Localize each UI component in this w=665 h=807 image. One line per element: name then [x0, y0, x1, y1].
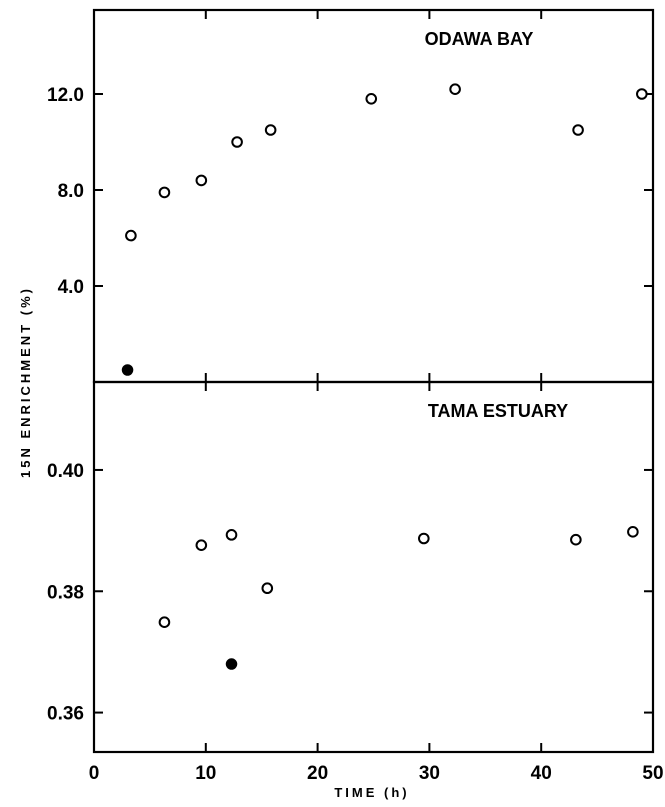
x-axis-title: TIME (h) — [334, 785, 409, 800]
data-point-open — [158, 186, 171, 199]
data-point-open — [636, 88, 648, 100]
data-point-filled — [225, 658, 238, 670]
y-tick-label: 0.40 — [47, 461, 84, 482]
data-point-open — [572, 124, 584, 136]
data-point-open — [231, 136, 243, 148]
panel-titles: ODAWA BAY TAMA ESTUARY — [425, 29, 569, 421]
data-point-open — [225, 529, 238, 541]
tick-labels: 4.0 8.0 12.0 0.36 0.38 0.40 0 10 20 30 40 50 — [47, 85, 664, 784]
data-point-open — [365, 93, 378, 105]
data-point-open — [449, 83, 461, 95]
data-points — [121, 83, 648, 670]
x-tick-label: 30 — [419, 763, 440, 784]
y-tick-label: 0.36 — [47, 704, 84, 725]
data-point-open — [195, 174, 208, 187]
plot-frame-1 — [92, 8, 655, 384]
x-tick-label: 40 — [531, 763, 552, 784]
plot-frames — [92, 8, 655, 754]
y-tick-label: 12.0 — [47, 85, 84, 106]
y-tick-label: 4.0 — [58, 277, 84, 298]
data-point-filled — [121, 364, 134, 376]
plot-frame-2 — [92, 380, 655, 754]
x-tick-label: 50 — [642, 763, 663, 784]
data-point-open — [195, 539, 208, 551]
data-point-open — [264, 124, 277, 136]
data-point-open — [158, 616, 171, 628]
data-point-open — [570, 533, 582, 546]
x-tick-label: 10 — [195, 763, 216, 784]
panel-title-1: ODAWA BAY — [425, 29, 534, 49]
data-point-open — [261, 582, 274, 595]
data-point-open — [125, 229, 137, 242]
panel-title-2: TAMA ESTUARY — [428, 401, 568, 421]
data-point-open — [418, 532, 430, 545]
x-tick-label: 0 — [89, 763, 100, 784]
y-tick-label: 8.0 — [58, 181, 84, 202]
y-axis-title: 15N ENRICHMENT (%) — [18, 286, 33, 478]
y-tick-label: 0.38 — [47, 582, 84, 603]
x-tick-label: 20 — [307, 763, 328, 784]
axis-ticks — [94, 10, 653, 752]
data-point-open — [627, 526, 639, 538]
